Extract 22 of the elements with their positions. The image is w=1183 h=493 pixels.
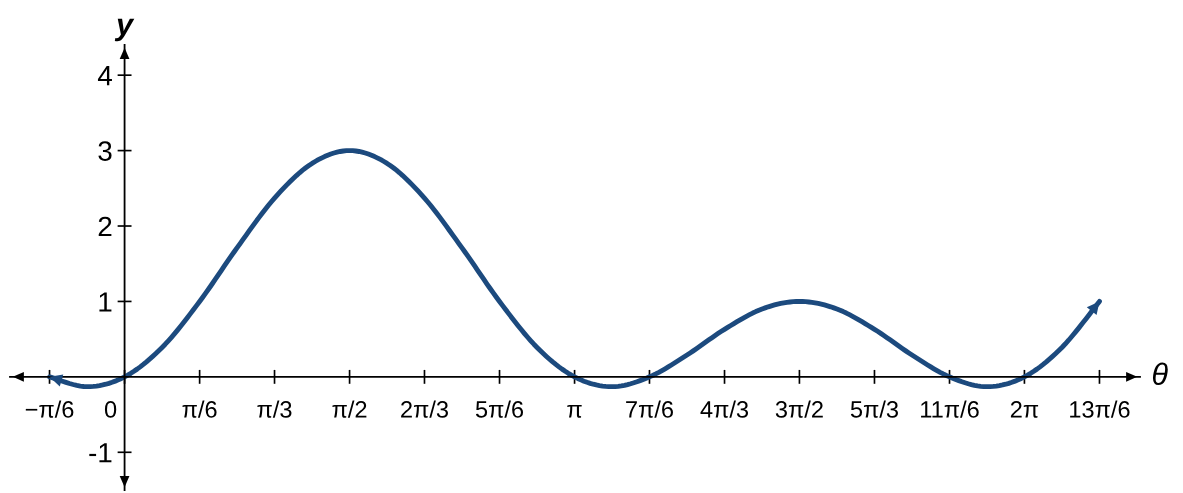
y-tick-label: 4 [97, 66, 112, 86]
x-tick-label: π/6 [182, 400, 217, 418]
x-tick-label: −π/6 [25, 400, 74, 418]
x-tick-label: 13π/6 [1070, 400, 1130, 418]
x-tick-label: 5π/6 [475, 400, 524, 418]
x-tick-label: 2π/3 [401, 400, 448, 418]
x-tick-label: π [567, 405, 582, 418]
x-tick-label: π/3 [257, 400, 292, 418]
x-tick-label: 7π/6 [626, 400, 673, 418]
x-tick-label: π/2 [332, 400, 367, 418]
x-axis-title: θ [1152, 362, 1168, 386]
y-tick-label: 2 [98, 216, 112, 237]
x-tick-label: 5π/3 [850, 400, 898, 418]
y-axis-title: y [114, 18, 135, 42]
y-tick-label: 3 [98, 141, 112, 161]
y-tick-label: 1 [99, 292, 112, 312]
x-tick-label: 0 [104, 401, 117, 418]
y-tick-label: -1 [89, 443, 112, 463]
x-tick-label: 11π/6 [921, 400, 979, 418]
x-tick-label: 4π/3 [700, 400, 749, 418]
x-tick-label: 3π/2 [775, 400, 823, 418]
x-tick-label: 2π [1010, 401, 1039, 418]
